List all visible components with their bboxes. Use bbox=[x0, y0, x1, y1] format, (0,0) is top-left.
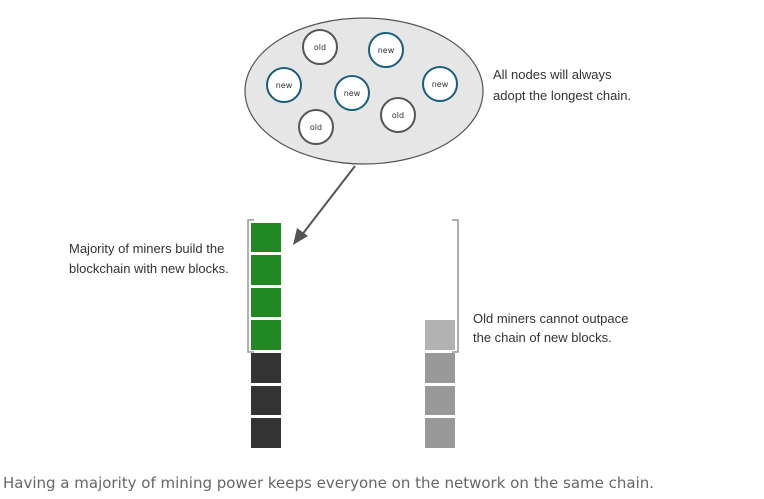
node-label: old bbox=[310, 123, 322, 132]
arrow-head-icon bbox=[293, 228, 308, 245]
arrow-line bbox=[300, 165, 356, 237]
old-block bbox=[251, 353, 281, 383]
network-node: new bbox=[422, 66, 458, 102]
old-node-circle bbox=[298, 109, 334, 145]
node-label: old bbox=[392, 111, 404, 120]
minority-annotation-line1: Old miners cannot outpace bbox=[473, 311, 628, 326]
majority-chain-bracket bbox=[247, 219, 254, 353]
majority-annotation-line2: blockchain with new blocks. bbox=[69, 261, 229, 276]
old-node-circle bbox=[302, 29, 338, 65]
network-node: old bbox=[302, 29, 338, 65]
minority-old-block bbox=[425, 418, 455, 448]
network-annotation-line2: adopt the longest chain. bbox=[493, 88, 631, 103]
new-node-circle bbox=[422, 66, 458, 102]
minority-old-block bbox=[425, 386, 455, 415]
new-block bbox=[251, 223, 281, 252]
node-label: new bbox=[276, 81, 293, 90]
minority-annotation-line2: the chain of new blocks. bbox=[473, 330, 612, 345]
majority-annotation-line1: Majority of miners build the bbox=[69, 241, 224, 256]
network-node: old bbox=[380, 97, 416, 133]
node-label: new bbox=[378, 46, 395, 55]
new-node-circle bbox=[368, 32, 404, 68]
old-block bbox=[251, 418, 281, 448]
minority-chain-bracket bbox=[452, 219, 459, 353]
new-block bbox=[251, 288, 281, 317]
blockchain-diagram: old new new new new old old All nodes wi… bbox=[69, 17, 631, 448]
new-block bbox=[251, 255, 281, 285]
node-label: new bbox=[432, 80, 449, 89]
majority-chain bbox=[251, 223, 281, 448]
old-node-circle bbox=[380, 97, 416, 133]
old-block bbox=[251, 386, 281, 415]
network-node: new bbox=[368, 32, 404, 68]
node-label: new bbox=[344, 89, 361, 98]
figure-caption: Having a majority of mining power keeps … bbox=[3, 474, 655, 492]
network-node: new bbox=[334, 75, 370, 111]
new-block bbox=[251, 320, 281, 350]
minority-new-block bbox=[425, 320, 455, 350]
network-annotation-line1: All nodes will always bbox=[493, 67, 612, 82]
minority-old-block bbox=[425, 353, 455, 383]
node-label: old bbox=[314, 43, 326, 52]
new-node-circle bbox=[334, 75, 370, 111]
network-node: old bbox=[298, 109, 334, 145]
minority-chain bbox=[425, 320, 455, 448]
new-node-circle bbox=[266, 67, 302, 103]
network-node: new bbox=[266, 67, 302, 103]
